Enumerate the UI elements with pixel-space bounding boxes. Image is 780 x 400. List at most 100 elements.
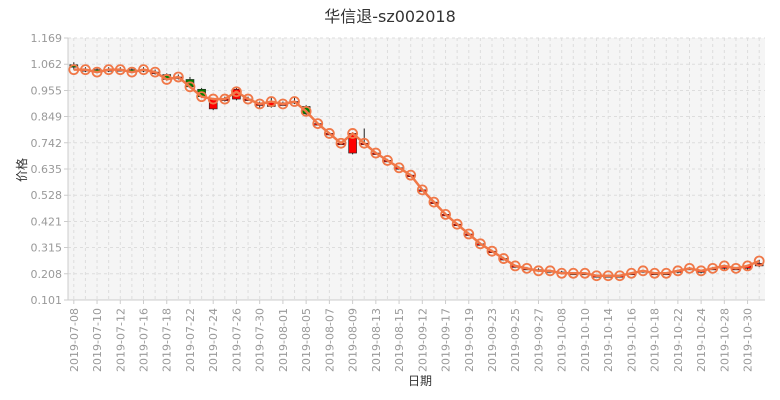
close-point-marker xyxy=(103,64,115,76)
y-tick-label: 0.528 xyxy=(31,189,63,202)
close-point-marker xyxy=(184,81,196,93)
x-tick-label: 2019-07-24 xyxy=(207,308,220,372)
x-tick-label: 2019-08-15 xyxy=(393,308,406,372)
close-point-marker xyxy=(323,128,335,139)
x-tick-label: 2019-07-30 xyxy=(254,308,267,372)
close-point-marker xyxy=(254,98,266,110)
close-point-marker xyxy=(718,260,730,272)
x-tick-label: 2019-10-10 xyxy=(579,308,592,372)
close-point-marker xyxy=(277,98,289,110)
x-tick-label: 2019-10-14 xyxy=(602,308,615,372)
x-tick-label: 2019-10-08 xyxy=(556,308,569,372)
y-tick-label: 0.849 xyxy=(31,111,63,124)
chart-title: 华信退-sz002018 xyxy=(324,7,456,26)
close-point-marker xyxy=(498,253,510,264)
close-point-marker xyxy=(672,265,684,277)
close-point-marker xyxy=(533,265,544,277)
close-point-marker xyxy=(149,66,161,78)
close-point-marker xyxy=(486,245,498,257)
x-axis-title: 日期 xyxy=(408,374,432,388)
x-tick-label: 2019-09-12 xyxy=(416,308,429,372)
x-tick-label: 2019-09-19 xyxy=(463,308,476,372)
close-point-marker xyxy=(428,196,440,208)
close-point-marker xyxy=(312,118,324,130)
close-point-marker xyxy=(463,228,475,240)
y-tick-label: 0.635 xyxy=(31,163,63,176)
close-point-marker xyxy=(556,267,568,279)
close-point-marker xyxy=(509,260,521,272)
x-tick-label: 2019-08-07 xyxy=(323,308,336,372)
close-point-marker xyxy=(602,270,614,282)
close-point-marker xyxy=(684,262,695,274)
close-point-marker xyxy=(126,66,138,78)
y-axis-title: 价格 xyxy=(14,158,29,182)
x-tick-label: 2019-07-12 xyxy=(114,308,127,372)
close-point-marker xyxy=(416,184,428,196)
x-tick-label: 2019-09-27 xyxy=(532,308,545,372)
x-tick-label: 2019-07-10 xyxy=(91,308,104,372)
close-point-marker xyxy=(579,267,591,279)
x-tick-label: 2019-09-25 xyxy=(509,308,522,372)
close-point-marker xyxy=(567,267,579,279)
x-tick-label: 2019-10-22 xyxy=(672,308,685,372)
x-tick-label: 2019-10-16 xyxy=(625,308,638,372)
close-point-marker xyxy=(405,169,417,181)
close-point-marker xyxy=(242,93,254,105)
y-tick-label: 0.742 xyxy=(31,137,63,150)
close-point-marker xyxy=(196,91,207,103)
x-tick-label: 2019-10-28 xyxy=(718,308,731,372)
close-point-marker xyxy=(382,155,393,166)
x-tick-label: 2019-08-05 xyxy=(300,308,313,372)
close-point-marker xyxy=(207,93,219,105)
close-point-marker xyxy=(265,96,277,107)
close-point-marker xyxy=(231,86,242,98)
y-tick-label: 1.169 xyxy=(31,32,63,45)
close-point-marker xyxy=(172,71,184,83)
close-point-marker xyxy=(335,137,347,149)
x-tick-label: 2019-08-01 xyxy=(277,308,290,372)
y-tick-label: 0.955 xyxy=(31,84,63,97)
x-tick-label: 2019-10-24 xyxy=(695,308,708,372)
close-point-marker xyxy=(637,265,649,277)
close-point-marker xyxy=(300,105,312,117)
close-point-marker xyxy=(347,128,359,139)
x-tick-label: 2019-10-18 xyxy=(649,308,662,372)
close-point-marker xyxy=(730,262,742,274)
close-point-marker xyxy=(626,267,637,279)
y-tick-label: 0.315 xyxy=(31,242,63,255)
close-line xyxy=(68,64,765,282)
close-point-marker xyxy=(649,267,661,279)
close-point-marker xyxy=(544,265,556,277)
x-tick-label: 2019-08-09 xyxy=(347,308,360,372)
x-tick-label: 2019-09-23 xyxy=(486,308,499,372)
close-point-marker xyxy=(138,64,149,76)
close-point-marker xyxy=(742,260,753,272)
close-point-marker xyxy=(358,137,370,149)
x-tick-label: 2019-10-30 xyxy=(742,308,755,372)
close-point-marker xyxy=(614,270,626,282)
x-tick-label: 2019-07-16 xyxy=(138,308,151,372)
close-point-marker xyxy=(219,93,231,105)
close-point-marker xyxy=(591,270,602,282)
axes xyxy=(64,37,765,304)
close-point-marker xyxy=(474,238,486,250)
x-tick-label: 2019-07-18 xyxy=(161,308,174,372)
x-tick-label: 2019-07-22 xyxy=(184,308,197,372)
close-point-marker xyxy=(393,162,405,174)
grid-lines xyxy=(68,37,765,301)
close-point-marker xyxy=(114,64,126,76)
close-point-marker xyxy=(451,218,463,230)
x-tick-label: 2019-09-17 xyxy=(440,308,453,372)
close-point-marker xyxy=(289,96,300,107)
close-point-marker xyxy=(707,262,719,274)
y-tick-label: 0.101 xyxy=(31,294,63,307)
close-point-marker xyxy=(753,255,765,267)
close-point-marker xyxy=(161,74,173,85)
y-tick-label: 1.062 xyxy=(31,58,63,71)
x-tick-label: 2019-08-13 xyxy=(370,308,383,372)
x-tick-label: 2019-07-26 xyxy=(230,308,243,372)
close-point-marker xyxy=(80,64,91,76)
close-point-marker xyxy=(440,208,451,220)
